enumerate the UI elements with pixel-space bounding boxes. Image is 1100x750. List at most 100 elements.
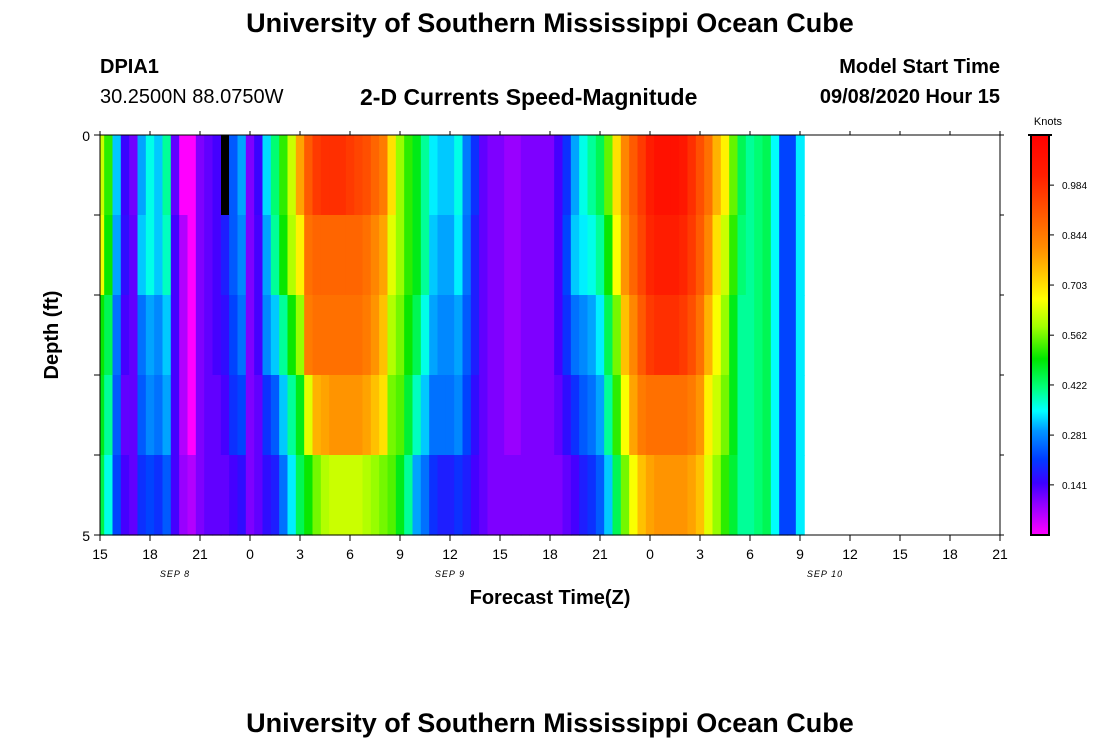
heatmap-cell (204, 135, 214, 216)
heatmap-cell (620, 455, 630, 536)
x-tick-label: 3 (696, 546, 704, 562)
heatmap-cell (179, 375, 189, 456)
heatmap-cell (470, 375, 480, 456)
heatmap-cell (737, 375, 747, 456)
colorbar-tick-label: 0.703 (1062, 281, 1087, 292)
heatmap-cell (437, 135, 447, 216)
heatmap-cell (737, 295, 747, 376)
heatmap-cell (112, 295, 122, 376)
heatmap-cell (379, 295, 389, 376)
heatmap-cell (679, 375, 689, 456)
heatmap-cell (187, 295, 197, 376)
heatmap-cell (320, 135, 330, 216)
heatmap-cell (487, 135, 497, 216)
heatmap-cell (720, 455, 730, 536)
heatmap-cell (620, 375, 630, 456)
heatmap-cell (112, 375, 122, 456)
heatmap-cell (595, 295, 605, 376)
heatmap-cell (279, 215, 289, 296)
heatmap-cell (545, 215, 555, 296)
heatmap-cell (212, 135, 222, 216)
x-tick-label: 21 (192, 546, 208, 562)
heatmap-cell (729, 295, 739, 376)
heatmap-cell (670, 215, 680, 296)
heatmap-cell (362, 215, 372, 296)
heatmap-cell (720, 215, 730, 296)
heatmap-cell (720, 135, 730, 216)
heatmap-cell (612, 295, 622, 376)
heatmap-cell (695, 135, 705, 216)
heatmap-cell (295, 455, 305, 536)
heatmap-cell (487, 375, 497, 456)
heatmap-cell (337, 455, 347, 536)
heatmap-cell (604, 455, 614, 536)
heatmap-cell (537, 135, 547, 216)
heatmap-cell (445, 455, 455, 536)
heatmap-cell (654, 455, 664, 536)
heatmap-cell (620, 135, 630, 216)
y-tick-label: 5 (82, 528, 90, 544)
heatmap-cell (404, 375, 414, 456)
heatmap-cell (112, 215, 122, 296)
heatmap-cell (620, 215, 630, 296)
heatmap-cell (445, 295, 455, 376)
heatmap-cell (637, 215, 647, 296)
heatmap-cell (320, 455, 330, 536)
heatmap-cell (437, 375, 447, 456)
heatmap-cell (100, 455, 105, 536)
heatmap-cell (679, 455, 689, 536)
heatmap-cell (437, 295, 447, 376)
heatmap-cell (745, 215, 755, 296)
heatmap-cell (254, 295, 264, 376)
heatmap-cell (670, 295, 680, 376)
heatmap-cell (704, 295, 714, 376)
heatmap-cell (662, 455, 672, 536)
colorbar-tick-label: 0.844 (1062, 231, 1087, 242)
heatmap-cell (762, 375, 772, 456)
heatmap-cell (512, 135, 522, 216)
heatmap-cell (195, 215, 205, 296)
heatmap-cell (637, 455, 647, 536)
heatmap-cell (170, 295, 180, 376)
heatmap-cell (562, 215, 572, 296)
heatmap-cell (212, 375, 222, 456)
heatmap-cell (362, 455, 372, 536)
heatmap-cell (529, 295, 539, 376)
heatmap-cell (662, 295, 672, 376)
heatmap-cell (612, 455, 622, 536)
heatmap-cell (695, 375, 705, 456)
heatmap-cell (445, 375, 455, 456)
heatmap-cell (204, 295, 214, 376)
heatmap-cell (462, 135, 472, 216)
heatmap-cell (520, 375, 530, 456)
heatmap-cell (420, 295, 430, 376)
heatmap-cell (362, 135, 372, 216)
heatmap-cell (404, 135, 414, 216)
heatmap-cell (662, 135, 672, 216)
heatmap-cell (629, 215, 639, 296)
heatmap-cell (762, 215, 772, 296)
heatmap-cell (379, 215, 389, 296)
heatmap-cell (154, 135, 164, 216)
heatmap-cell (729, 455, 739, 536)
heatmap-cell (779, 295, 789, 376)
heatmap-cell (479, 215, 489, 296)
heatmap-cell (679, 295, 689, 376)
heatmap-cell (595, 215, 605, 296)
heatmap-cell (762, 135, 772, 216)
heatmap-cell (179, 295, 189, 376)
x-tick-label: 12 (842, 546, 858, 562)
heatmap-cell (337, 375, 347, 456)
heatmap-cell (129, 375, 139, 456)
x-tick-label: 15 (92, 546, 108, 562)
heatmap-cell (329, 215, 339, 296)
heatmap-cell (629, 295, 639, 376)
heatmap-cell (137, 375, 147, 456)
heatmap-cell (520, 135, 530, 216)
heatmap-cell (754, 215, 764, 296)
colorbar-tick-label: 0.422 (1062, 381, 1087, 392)
heatmap-cell (145, 455, 155, 536)
heatmap-cell (395, 375, 405, 456)
heatmap-cell (145, 135, 155, 216)
heatmap-cell (704, 455, 714, 536)
